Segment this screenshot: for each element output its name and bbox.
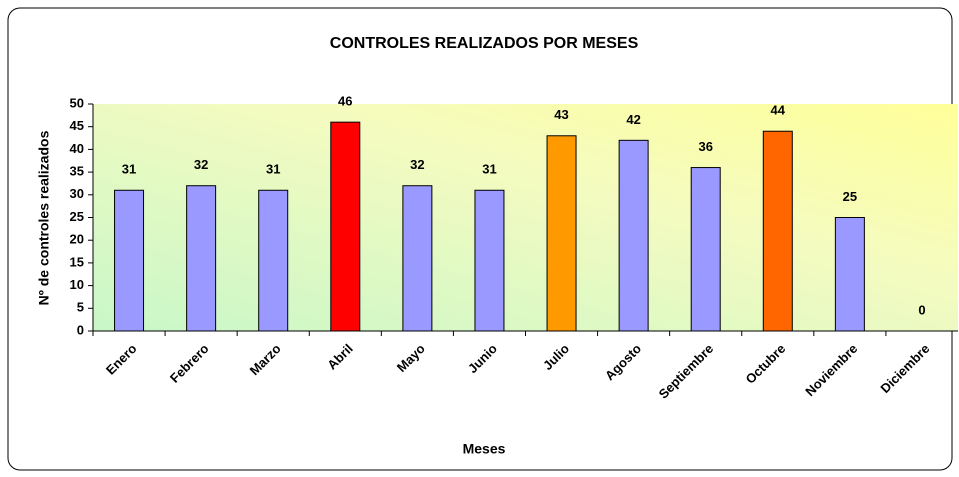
bar (330, 121, 361, 332)
y-tick-label: 15 (70, 254, 84, 269)
bar (546, 135, 577, 332)
y-tick-label: 0 (77, 322, 84, 337)
y-tick-label: 10 (70, 277, 84, 292)
data-label: 0 (918, 302, 925, 317)
data-label: 44 (771, 103, 786, 118)
data-label: 32 (410, 157, 424, 172)
data-label: 42 (626, 112, 640, 127)
data-label: 31 (122, 162, 136, 177)
y-tick-label: 20 (70, 232, 84, 247)
data-label: 31 (266, 162, 280, 177)
data-label: 43 (554, 107, 568, 122)
bar (690, 167, 721, 332)
data-label: 25 (843, 189, 857, 204)
chart-title: CONTROLES REALIZADOS POR MESES (330, 35, 639, 52)
y-tick-label: 35 (70, 164, 84, 179)
x-axis-label: Meses (463, 441, 506, 457)
bar (618, 139, 649, 332)
data-label: 36 (698, 139, 712, 154)
bar (114, 189, 145, 332)
y-tick-label: 5 (77, 300, 84, 315)
bar (474, 189, 505, 332)
data-label: 46 (338, 94, 352, 109)
bar (762, 130, 793, 332)
y-tick-label: 30 (70, 186, 84, 201)
bar (186, 185, 217, 332)
plot-area (93, 104, 958, 331)
data-label: 32 (194, 157, 208, 172)
bar (834, 217, 865, 332)
y-axis-label: Nº de controles realizados (36, 130, 52, 305)
y-tick-label: 40 (70, 141, 84, 156)
y-tick-label: 50 (70, 95, 84, 110)
bar (258, 189, 289, 332)
bar (402, 185, 433, 332)
y-tick-label: 45 (70, 118, 84, 133)
data-label: 31 (482, 162, 496, 177)
y-tick-label: 25 (70, 209, 84, 224)
